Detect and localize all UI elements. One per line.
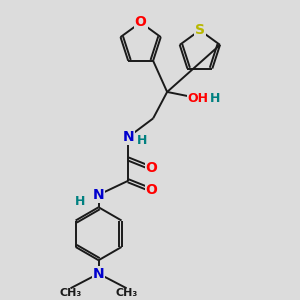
Text: O: O — [135, 15, 147, 29]
Text: N: N — [93, 188, 104, 202]
Text: H: H — [75, 194, 85, 208]
Text: O: O — [146, 161, 158, 175]
Text: OH: OH — [188, 92, 209, 105]
Text: N: N — [122, 130, 134, 144]
Text: H: H — [210, 92, 220, 105]
Text: O: O — [146, 183, 158, 197]
Text: N: N — [93, 267, 104, 280]
Text: CH₃: CH₃ — [116, 288, 138, 298]
Text: S: S — [195, 23, 205, 37]
Text: H: H — [137, 134, 147, 147]
Text: CH₃: CH₃ — [59, 288, 82, 298]
